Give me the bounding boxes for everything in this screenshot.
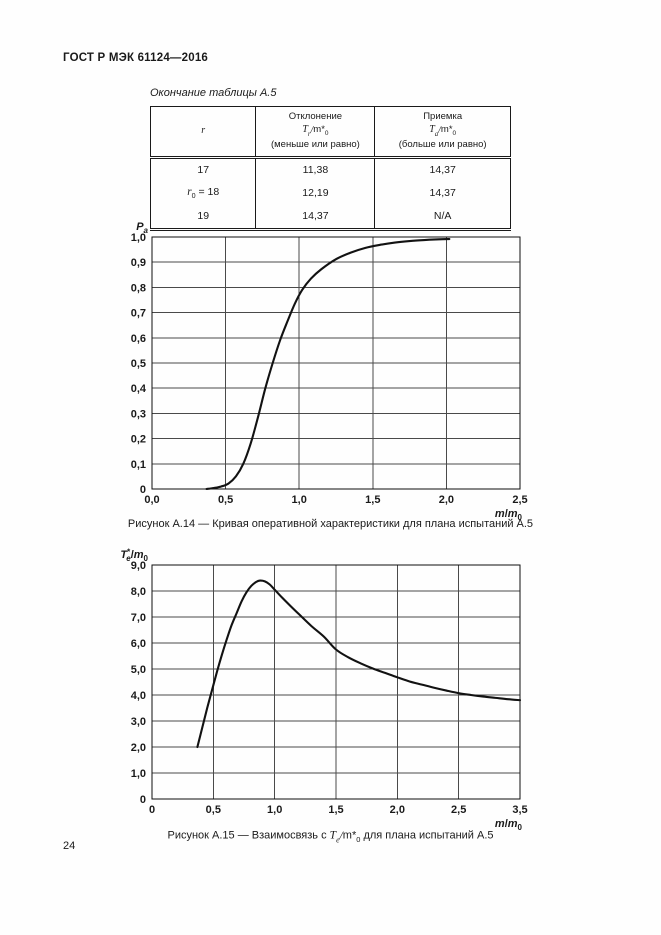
col-note: (меньше или равно)	[270, 139, 360, 151]
svg-text:0,5: 0,5	[206, 804, 221, 816]
table-cell: 14,37	[374, 157, 511, 182]
svg-text:6,0: 6,0	[131, 638, 146, 650]
table-cell: 12,19	[255, 181, 376, 205]
svg-text:7,0: 7,0	[131, 612, 146, 624]
col-title: Отклонение	[288, 111, 343, 122]
svg-text:3,5: 3,5	[512, 804, 527, 816]
table-cell: 17	[149, 157, 257, 182]
svg-text:m/m0: m/m0	[495, 818, 523, 832]
table-cell: r0 = 18	[149, 181, 257, 205]
svg-text:0,1: 0,1	[131, 459, 146, 471]
svg-text:0,9: 0,9	[131, 257, 146, 269]
col-header-acceptance: Приемка Ta/m*0 (больше или равно)	[374, 106, 511, 159]
svg-text:1,0: 1,0	[131, 768, 146, 780]
svg-text:0: 0	[140, 794, 146, 806]
col-header-deviation: Отклонение Tr/m*0 (меньше или равно)	[255, 106, 376, 159]
svg-text:0,2: 0,2	[131, 434, 146, 446]
svg-text:0,5: 0,5	[131, 358, 146, 370]
table-cell: 19	[149, 204, 257, 230]
col-formula: Ta/m*0	[429, 124, 457, 138]
oc-curve-chart: 0 0,1 0,2 0,3 0,4 0,5 0,6 0,7 0,8 0,9 1,0 0,0 0,5 1,0…	[131, 221, 528, 522]
svg-text:0,3: 0,3	[131, 408, 146, 420]
table-row: 17 11,38 14,37	[149, 157, 511, 182]
svg-text:2,0: 2,0	[439, 494, 454, 506]
col-formula: Tr/m*0	[302, 124, 329, 138]
svg-text:1,0: 1,0	[131, 232, 146, 244]
svg-text:0,5: 0,5	[218, 494, 233, 506]
svg-text:2,0: 2,0	[390, 804, 405, 816]
table-header-row: r Отклонение Tr/m*0 (меньше или равно) П…	[149, 106, 511, 159]
svg-text:2,5: 2,5	[451, 804, 466, 816]
svg-text:4,0: 4,0	[131, 690, 146, 702]
svg-text:5,0: 5,0	[131, 664, 146, 676]
table-cell: 14,37	[374, 181, 511, 205]
svg-text:0,6: 0,6	[131, 333, 146, 345]
svg-text:T*e/m0: T* e/m0	[120, 548, 148, 564]
svg-text:0,0: 0,0	[144, 494, 159, 506]
table-cell: N/A	[374, 204, 511, 230]
col-title: Приемка	[423, 111, 463, 122]
svg-text:1,5: 1,5	[365, 494, 380, 506]
svg-text:8,0: 8,0	[131, 586, 146, 598]
svg-text:0,7: 0,7	[131, 308, 146, 320]
svg-text:3,0: 3,0	[131, 716, 146, 728]
col-note: (больше или равно)	[398, 139, 487, 151]
figure-a15-caption: Рисунок А.15 — Взаимосвязь с Te/m*0 для …	[167, 829, 494, 844]
svg-text:0,4: 0,4	[131, 383, 147, 395]
figure-a14-caption: Рисунок А.14 — Кривая оперативной характ…	[127, 518, 534, 530]
svg-text:1,5: 1,5	[328, 804, 343, 816]
doc-header: ГОСТ Р МЭК 61124—2016	[63, 52, 209, 64]
page-number: 24	[63, 840, 76, 852]
svg-text:2,0: 2,0	[131, 742, 146, 754]
svg-text:9,0: 9,0	[131, 560, 146, 572]
svg-text:2,5: 2,5	[512, 494, 527, 506]
col-header-r: r	[149, 106, 257, 159]
svg-text:1,0: 1,0	[292, 494, 307, 506]
table-row: 19 14,37 N/A	[149, 204, 511, 230]
svg-text:Pa: Pa	[136, 221, 148, 235]
svg-text:0,8: 0,8	[131, 282, 146, 294]
svg-text:0: 0	[149, 804, 155, 816]
table-a5-end: r Отклонение Tr/m*0 (меньше или равно) П…	[149, 106, 511, 231]
svg-text:m/m0: m/m0	[495, 508, 523, 522]
expected-test-time-chart: 0 1,0 2,0 3,0 4,0 5,0 6,0 7,0 8,0 9,0 0 0,5 1,0 1,5 2,…	[120, 548, 527, 833]
table-cell: 14,37	[255, 204, 376, 230]
table-row: r0 = 18 12,19 14,37	[149, 181, 511, 205]
svg-text:1,0: 1,0	[267, 804, 282, 816]
svg-text:0: 0	[140, 484, 146, 496]
table-caption: Окончание таблицы А.5	[150, 87, 277, 99]
table-cell: 11,38	[255, 157, 376, 182]
